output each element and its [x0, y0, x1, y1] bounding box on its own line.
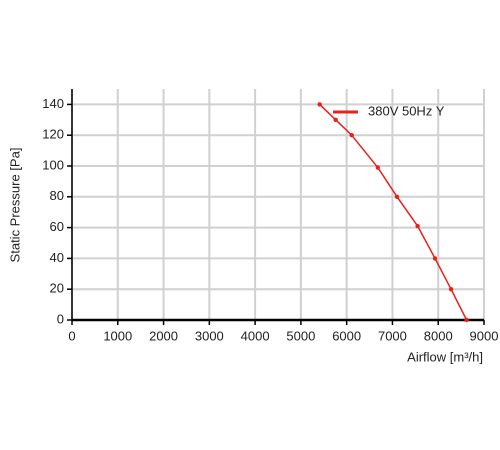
data-point [349, 133, 354, 138]
x-tick-label: 3000 [195, 328, 224, 343]
data-point [317, 102, 322, 107]
x-tick-label: 7000 [378, 328, 407, 343]
x-tick-label: 9000 [470, 328, 499, 343]
data-point [415, 223, 420, 229]
y-tick-label: 120 [42, 127, 64, 142]
data-point [375, 165, 380, 170]
x-tick-label: 0 [68, 328, 75, 343]
x-tick-label: 8000 [424, 328, 453, 343]
y-tick-label: 80 [50, 188, 64, 203]
x-tick-label: 1000 [103, 328, 132, 343]
data-point [448, 287, 454, 292]
legend-label: 380V 50Hz Y [368, 103, 445, 118]
x-tick-label: 5000 [286, 328, 315, 343]
y-axis-label: Static Pressure [Pa] [7, 148, 22, 263]
data-point [432, 256, 438, 261]
data-point [333, 117, 338, 123]
x-axis-label: Airflow [m³/h] [407, 349, 483, 364]
data-point [464, 317, 469, 323]
x-tick-label: 2000 [149, 328, 178, 343]
y-tick-label: 60 [50, 219, 64, 234]
y-tick-label: 140 [42, 96, 64, 111]
y-tick-label: 100 [42, 157, 64, 172]
y-tick-label: 0 [57, 311, 64, 326]
x-tick-label: 6000 [332, 328, 361, 343]
y-tick-label: 20 [50, 281, 64, 296]
x-tick-label: 4000 [241, 328, 270, 343]
y-tick-label: 40 [50, 250, 64, 265]
data-point [394, 194, 400, 199]
